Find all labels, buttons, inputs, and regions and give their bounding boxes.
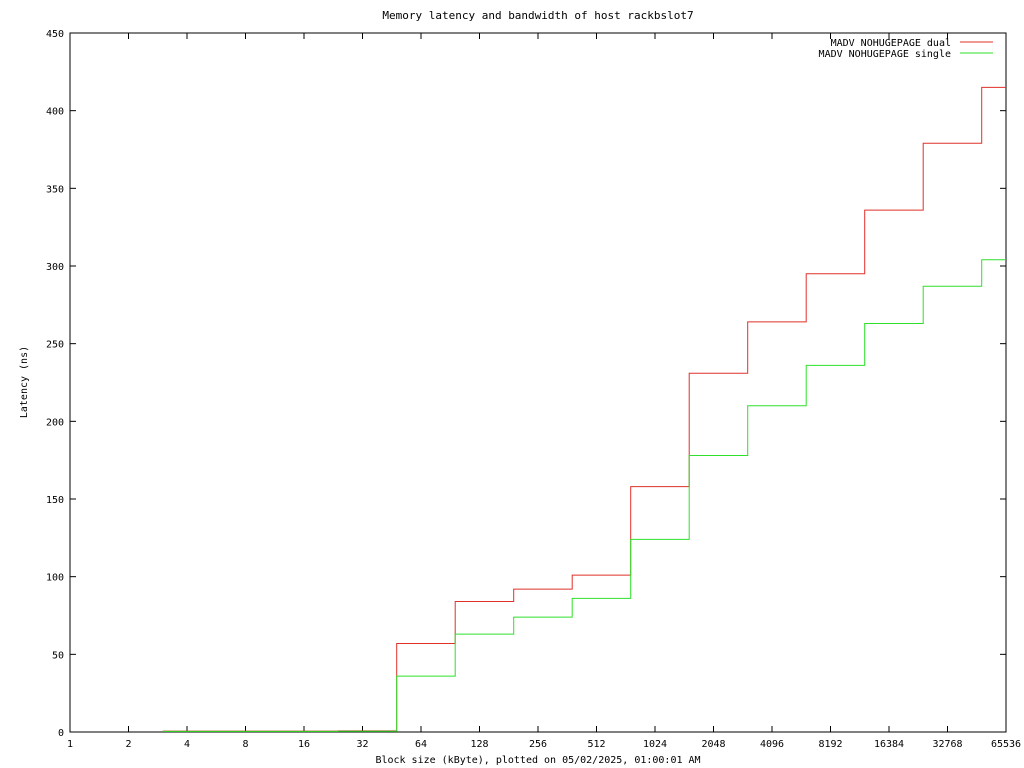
x-tick-label: 32768 (932, 739, 962, 750)
x-tick-label: 1 (67, 739, 73, 750)
x-axis-ticks: 1 2 4 8 16 32 64 128 256 512 1024 2048 4096 8192 16384… (67, 33, 1021, 750)
y-axis-ticks: 0 50 100 150 200 250 300 350 400 450 (46, 29, 1006, 739)
axes-frame (69, 32, 1007, 733)
y-axis-label: Latency (ns) (19, 346, 30, 418)
x-tick-label: 16 (298, 739, 310, 750)
y-tick-label: 300 (46, 262, 64, 273)
x-tick-label: 4096 (760, 739, 784, 750)
series-line-0 (162, 86, 1006, 732)
y-tick-label: 50 (52, 650, 64, 661)
y-tick-label: 400 (46, 107, 64, 118)
y-tick-label: 200 (46, 417, 64, 428)
x-tick-label: 8192 (818, 739, 842, 750)
x-tick-label: 32 (356, 739, 368, 750)
series-line-1 (162, 259, 1006, 732)
x-tick-label: 2048 (701, 739, 725, 750)
x-tick-label: 128 (470, 739, 488, 750)
y-tick-label: 150 (46, 495, 64, 506)
x-tick-label: 512 (587, 739, 605, 750)
x-tick-label: 64 (415, 739, 427, 750)
y-tick-label: 100 (46, 573, 64, 584)
y-tick-label: 250 (46, 340, 64, 351)
y-tick-label: 0 (58, 728, 64, 739)
x-tick-label: 2 (125, 739, 131, 750)
y-tick-label: 350 (46, 184, 64, 195)
x-axis-label: Block size (kByte), plotted on 05/02/202… (375, 755, 700, 766)
chart-title: Memory latency and bandwidth of host rac… (382, 9, 693, 22)
plot-border (69, 32, 1007, 733)
legend-label-1: MADV NOHUGEPAGE single (819, 49, 951, 60)
x-tick-label: 256 (529, 739, 547, 750)
legend-label-0: MADV NOHUGEPAGE dual (831, 38, 951, 49)
y-tick-label: 450 (46, 29, 64, 40)
series-layer (162, 86, 1006, 732)
x-tick-label: 4 (184, 739, 190, 750)
x-tick-label: 16384 (874, 739, 904, 750)
x-tick-label: 65536 (991, 739, 1021, 750)
x-tick-label: 1024 (643, 739, 667, 750)
x-tick-label: 8 (242, 739, 248, 750)
